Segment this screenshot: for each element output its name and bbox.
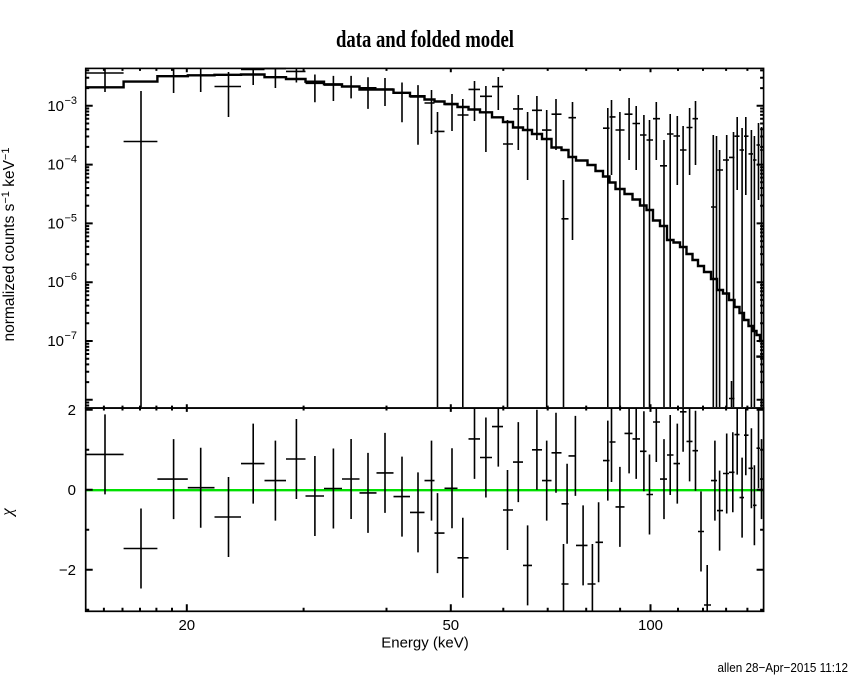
svg-text:−3: −3 bbox=[65, 95, 78, 107]
svg-text:Energy (keV): Energy (keV) bbox=[381, 635, 469, 652]
svg-text:10: 10 bbox=[47, 333, 64, 350]
svg-text:−7: −7 bbox=[65, 330, 78, 342]
svg-text:normalized counts s−1 keV−1: normalized counts s−1 keV−1 bbox=[0, 148, 18, 342]
svg-text:−5: −5 bbox=[65, 212, 78, 224]
svg-text:50: 50 bbox=[442, 617, 459, 634]
svg-text:10: 10 bbox=[47, 98, 64, 115]
svg-text:−6: −6 bbox=[65, 271, 78, 283]
svg-text:2: 2 bbox=[68, 402, 76, 419]
svg-text:10: 10 bbox=[47, 274, 64, 291]
svg-text:data and folded model: data and folded model bbox=[336, 27, 514, 53]
svg-text:−4: −4 bbox=[65, 154, 78, 166]
svg-text:0: 0 bbox=[68, 482, 76, 499]
svg-text:−2: −2 bbox=[59, 562, 76, 579]
svg-text:10: 10 bbox=[47, 157, 64, 174]
svg-text:χ: χ bbox=[0, 508, 17, 518]
svg-text:100: 100 bbox=[638, 617, 663, 634]
svg-text:allen 28−Apr−2015 11:12: allen 28−Apr−2015 11:12 bbox=[718, 660, 849, 675]
svg-text:10: 10 bbox=[47, 215, 64, 232]
svg-text:20: 20 bbox=[178, 617, 195, 634]
